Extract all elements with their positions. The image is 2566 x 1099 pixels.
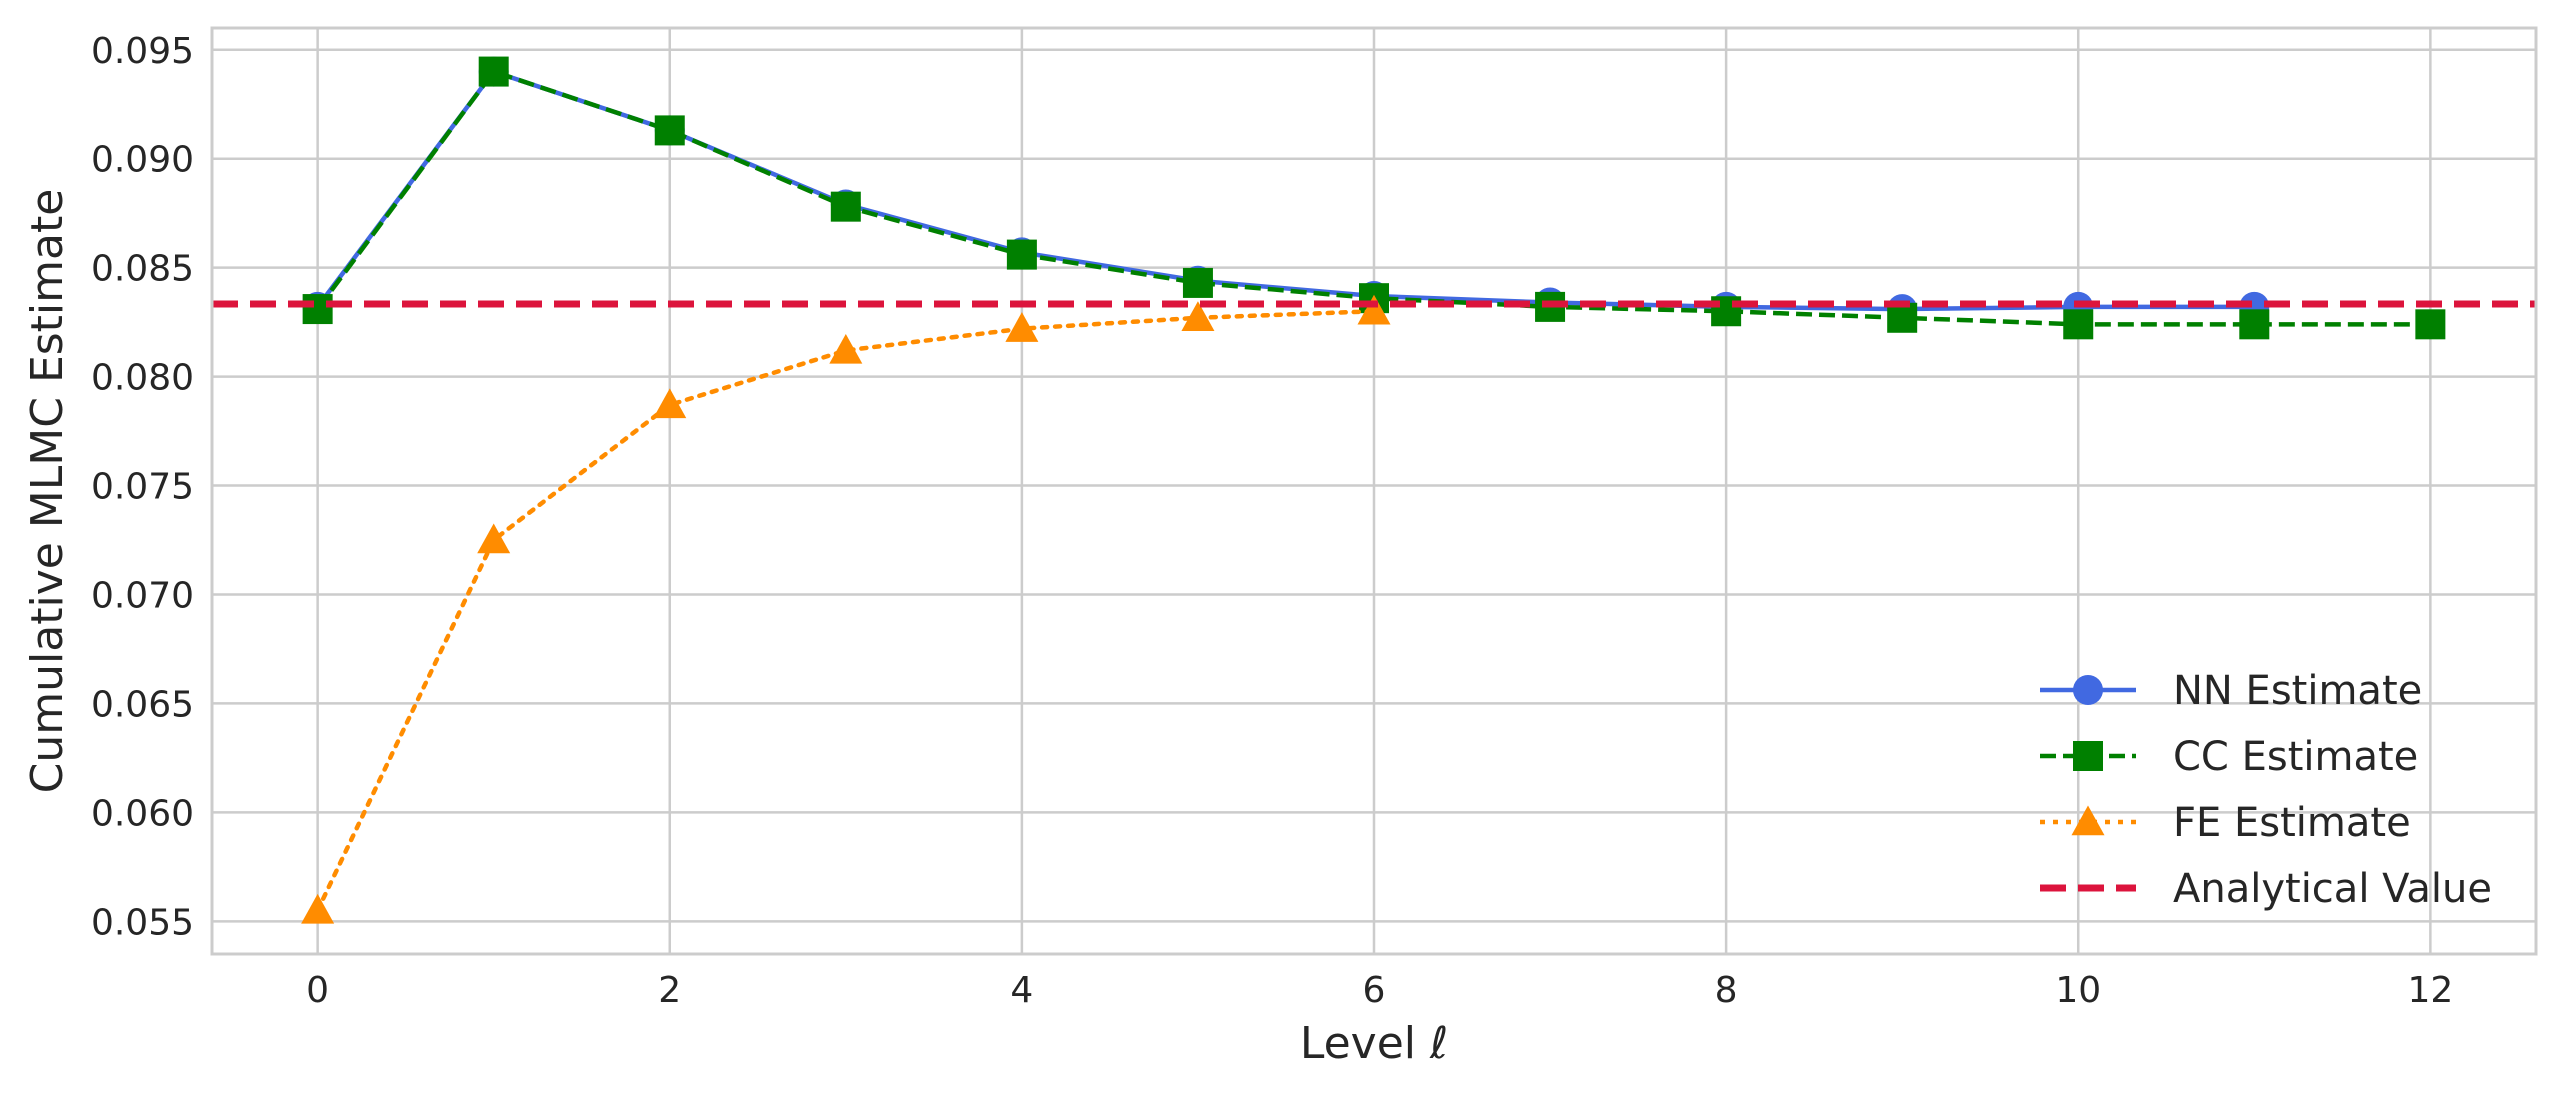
square-marker — [1887, 302, 1918, 333]
y-tick-label: 0.075 — [91, 467, 194, 508]
legend-item: FE Estimate — [2040, 800, 2411, 846]
y-tick-label: 0.080 — [91, 358, 194, 399]
y-tick-label: 0.090 — [91, 140, 194, 181]
series-fe-estimate — [301, 294, 1391, 924]
x-tick-label: 6 — [1363, 970, 1386, 1011]
triangle-marker — [653, 388, 687, 419]
y-axis-label: Cumulative MLMC Estimate — [22, 189, 73, 794]
y-tick-label: 0.060 — [91, 793, 194, 834]
tick-labels: 0 2 4 6 8 10 12 0.055 0.060 0.065 0.070 0.075 0.080 0… — [91, 31, 2453, 1011]
square-marker — [302, 294, 333, 325]
legend-item: NN Estimate — [2040, 668, 2422, 714]
x-tick-label: 12 — [2407, 970, 2453, 1011]
square-marker — [654, 115, 685, 146]
series-layer — [212, 56, 2536, 924]
square-marker — [1182, 267, 1213, 298]
triangle-marker — [1357, 294, 1391, 325]
y-tick-label: 0.055 — [91, 902, 194, 943]
legend: NN Estimate CC Estimate FE Estimate Analyti… — [2040, 668, 2492, 912]
legend-item: CC Estimate — [2040, 734, 2418, 780]
x-tick-label: 10 — [2055, 970, 2101, 1011]
x-tick-label: 8 — [1715, 970, 1738, 1011]
grid-lines — [212, 28, 2536, 954]
triangle-marker — [301, 893, 335, 924]
triangle-marker — [2071, 805, 2105, 836]
x-tick-label: 4 — [1010, 970, 1033, 1011]
triangle-marker — [829, 333, 863, 364]
y-tick-label: 0.095 — [91, 31, 194, 72]
triangle-marker — [1181, 301, 1215, 331]
square-marker — [2063, 309, 2094, 340]
legend-label: NN Estimate — [2173, 668, 2422, 714]
x-tick-label: 2 — [658, 970, 681, 1011]
legend-label: CC Estimate — [2173, 734, 2418, 780]
circle-marker — [2073, 675, 2103, 705]
y-tick-label: 0.085 — [91, 249, 194, 290]
square-marker — [2239, 309, 2270, 340]
legend-item: Analytical Value — [2040, 866, 2492, 912]
triangle-marker — [477, 523, 511, 554]
legend-label: FE Estimate — [2173, 800, 2411, 846]
y-tick-label: 0.065 — [91, 684, 194, 725]
legend-label: Analytical Value — [2173, 866, 2492, 912]
x-tick-label: 0 — [306, 970, 329, 1011]
plot-frame — [210, 26, 2538, 956]
y-tick-label: 0.070 — [91, 575, 194, 616]
square-marker — [1006, 239, 1037, 270]
square-marker — [2415, 309, 2446, 340]
triangle-marker — [1005, 312, 1039, 342]
x-axis-label: Level ℓ — [1300, 1018, 1448, 1069]
square-marker — [478, 56, 509, 87]
square-marker — [2073, 741, 2103, 771]
square-marker — [830, 191, 861, 222]
